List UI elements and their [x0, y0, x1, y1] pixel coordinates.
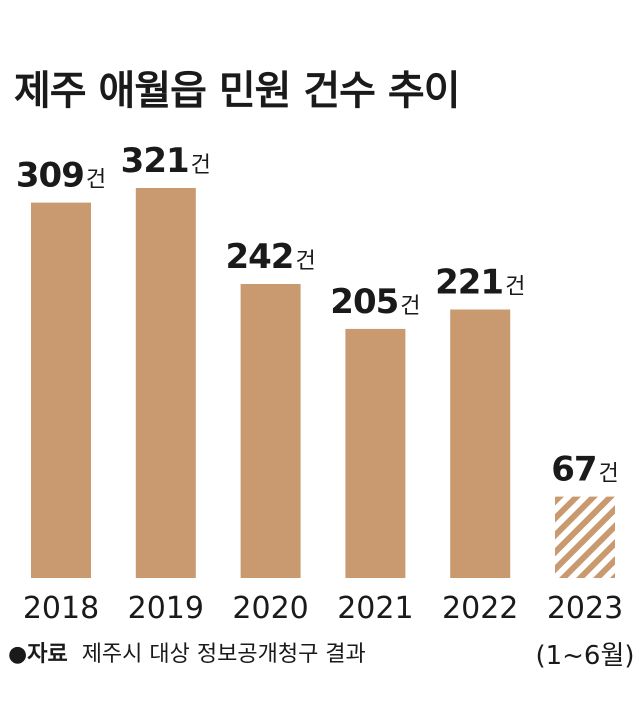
value-label-2020: 242건 — [225, 237, 315, 277]
bullet-icon: ● — [8, 642, 28, 667]
labels-group: 309건 2018 321건 2019 242건 2020 205건 2021 221건 2022… — [16, 141, 635, 671]
category-label-2023: 2023 — [547, 591, 623, 626]
value-label-2019: 321건 — [121, 141, 211, 181]
source-text: 제주시 대상 정보공개청구 결과 — [81, 642, 366, 667]
bars-group — [31, 188, 615, 578]
bar-2018 — [31, 202, 91, 578]
category-label-2022: 2022 — [442, 591, 518, 626]
chart-title: 제주 애월읍 민원 건수 추이 — [14, 68, 461, 114]
bar-2021 — [345, 328, 406, 578]
category-label-2019: 2019 — [128, 591, 204, 626]
category-label-2020: 2020 — [232, 591, 308, 626]
value-label-2018: 309건 — [16, 156, 106, 196]
category-label-2018: 2018 — [23, 591, 99, 626]
value-label-2021: 205건 — [330, 282, 420, 322]
value-label-2023: 67건 — [551, 450, 619, 490]
value-label-2022: 221건 — [435, 263, 525, 303]
category-note-2023: (1~6월) — [535, 641, 634, 671]
bar-2020 — [240, 284, 301, 578]
source-note: ●자료 제주시 대상 정보공개청구 결과 — [8, 636, 366, 668]
source-label: 자료 — [27, 642, 68, 667]
bar-2019 — [135, 188, 196, 578]
bar-2023 — [555, 496, 615, 578]
bar-2022 — [450, 309, 511, 578]
category-label-2021: 2021 — [337, 591, 413, 626]
